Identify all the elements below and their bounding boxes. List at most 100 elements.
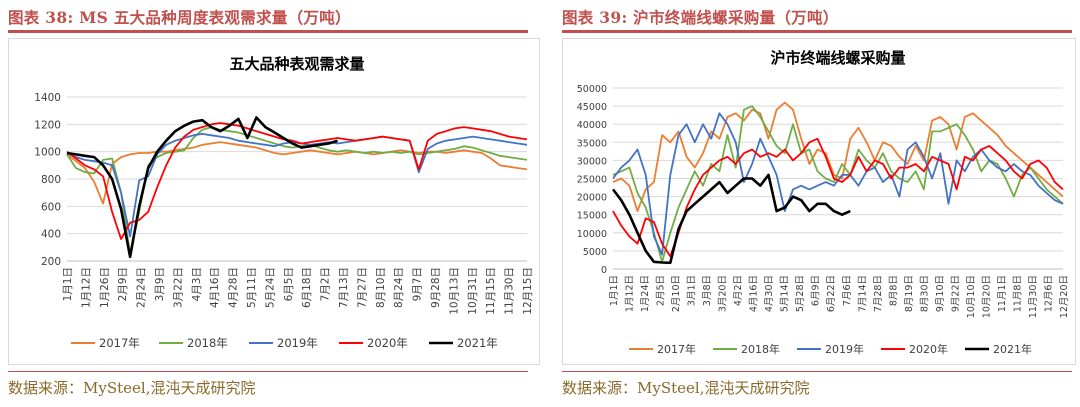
- x-tick-label: 2月5日: [656, 275, 667, 306]
- x-tick-label: 10月10日: [966, 275, 977, 318]
- right-chart-frame: 沪市终端线螺采购量 0 5000 10000 15000 20000 25000 30000 3…: [562, 38, 1076, 365]
- left-source-rule: [8, 371, 528, 372]
- x-tick-label: 11月30日: [1028, 275, 1039, 318]
- x-tick-label: 3月9日: [154, 267, 166, 301]
- legend-label-2018: 2018年: [741, 342, 780, 356]
- y-tick-label: 50000: [577, 84, 607, 95]
- x-tick-label: 4月16日: [749, 275, 760, 312]
- x-tick-label: 2月9日: [117, 267, 129, 301]
- y-tick-label: 1400: [34, 92, 61, 104]
- series-line-2017: [66, 141, 528, 205]
- y-tick-label: 1200: [34, 119, 61, 131]
- x-tick-label: 4月2日: [733, 275, 744, 306]
- y-tick-label: 5000: [583, 247, 607, 258]
- x-tick-label: 1月12日: [80, 267, 92, 308]
- x-tick-label: 1月1日: [62, 267, 74, 301]
- legend-label-2020: 2020年: [909, 342, 948, 356]
- y-tick-label: 10000: [577, 229, 607, 240]
- right-source-rule: [562, 371, 1072, 372]
- left-figure-title: 图表 38: MS 五大品种周度表观需求量（万吨）: [8, 8, 351, 27]
- legend-label-2018: 2018年: [187, 336, 228, 350]
- x-tick-label: 7月14日: [857, 275, 868, 312]
- x-tick-label: 7月28日: [873, 275, 884, 312]
- x-tick-label: 3月1日: [687, 275, 698, 306]
- x-tick-label: 7月2日: [320, 267, 332, 301]
- x-tick-label: 11月8日: [1012, 275, 1023, 312]
- y-tick-label: 20000: [577, 193, 607, 204]
- x-tick-label: 1月1日: [609, 275, 620, 306]
- chart-title: 五大品种表观需求量: [229, 55, 364, 73]
- x-tick-label: 8月8日: [888, 275, 899, 306]
- left-source-note: 数据来源：MySteel,混沌天成研究院: [8, 379, 256, 397]
- left-chart-frame: 五大品种表观需求量 200 400 600 800 1000 1200 1400 1月1日 1月1…: [8, 38, 540, 365]
- x-tick-label: 6月9日: [811, 275, 822, 306]
- x-tick-label: 4月3日: [191, 267, 203, 301]
- x-tick-label: 7月27日: [356, 267, 368, 308]
- x-tick-label: 11月30日: [504, 267, 516, 315]
- x-tick-label: 5月11日: [246, 267, 258, 308]
- legend-label-2021: 2021年: [457, 336, 498, 350]
- x-tick-label: 2月10日: [671, 275, 682, 312]
- right-source-note: 数据来源：MySteel,混沌天成研究院: [562, 379, 810, 397]
- x-tick-label: 10月13日: [448, 267, 460, 315]
- x-tick-label: 5月28日: [795, 275, 806, 312]
- x-tick-label: 9月7日: [412, 267, 424, 301]
- series-line-2021: [611, 173, 851, 265]
- x-tick-label: 11月1日: [997, 275, 1008, 312]
- x-tick-label: 9月22日: [950, 275, 961, 312]
- x-tick-label: 11月15日: [485, 267, 497, 315]
- x-tick-label: 5月14日: [780, 275, 791, 312]
- y-tick-label: 0: [601, 265, 607, 276]
- series-line-2020: [66, 122, 528, 240]
- right-chart: 沪市终端线螺采购量 0 5000 10000 15000 20000 25000 30000 3…: [577, 49, 1070, 356]
- y-tick-label: 1000: [34, 147, 61, 159]
- x-tick-label: 8月24日: [393, 267, 405, 308]
- x-tick-label: 2月24日: [136, 267, 148, 308]
- y-tick-label: 800: [41, 174, 61, 186]
- y-tick-label: 600: [41, 201, 61, 213]
- x-tick-label: 9月10日: [935, 275, 946, 312]
- x-tick-label: 4月28日: [228, 267, 240, 308]
- x-tick-label: 7月13日: [338, 267, 350, 308]
- x-tick-label: 4月16日: [209, 267, 221, 308]
- x-tick-label: 5月24日: [264, 267, 276, 308]
- x-tick-label: 1月26日: [99, 267, 111, 308]
- y-tick-label: 45000: [577, 102, 607, 113]
- series-line-2018: [612, 105, 1064, 263]
- y-tick-label: 40000: [577, 120, 607, 131]
- legend-label-2021: 2021年: [993, 342, 1032, 356]
- x-tick-label: 12月20日: [1059, 275, 1070, 318]
- left-chart: 五大品种表观需求量 200 400 600 800 1000 1200 1400 1月1日 1月1…: [34, 55, 534, 350]
- x-tick-label: 9月28日: [430, 267, 442, 308]
- x-tick-label: 8月30日: [919, 275, 930, 312]
- y-tick-label: 15000: [577, 211, 607, 222]
- legend-label-2019: 2019年: [825, 342, 864, 356]
- legend-label-2019: 2019年: [277, 336, 318, 350]
- y-tick-label: 200: [41, 256, 61, 268]
- x-tick-label: 3月22日: [172, 267, 184, 308]
- x-tick-label: 10月20日: [981, 275, 992, 318]
- y-tick-label: 400: [41, 229, 61, 241]
- x-tick-label: 12月6日: [1043, 275, 1054, 312]
- series-line-2020: [612, 137, 1064, 258]
- legend-label-2020: 2020年: [367, 336, 408, 350]
- series-line-2017: [612, 101, 1064, 212]
- x-tick-label: 4月30日: [764, 275, 775, 312]
- x-tick-label: 3月20日: [718, 275, 729, 312]
- x-tick-label: 8月10日: [375, 267, 387, 308]
- x-tick-label: 1月12日: [625, 275, 636, 312]
- x-tick-label: 10月31日: [467, 267, 479, 315]
- x-tick-label: 8月19日: [904, 275, 915, 312]
- series-line-2021: [66, 116, 338, 259]
- left-title-rule: [8, 30, 528, 33]
- legend-label-2017: 2017年: [99, 336, 140, 350]
- y-tick-label: 35000: [577, 138, 607, 149]
- right-title-rule: [562, 30, 1072, 33]
- x-tick-label: 3月8日: [702, 275, 713, 306]
- x-tick-label: 7月6日: [842, 275, 853, 306]
- x-tick-label: 6月18日: [301, 267, 313, 308]
- y-tick-label: 25000: [577, 175, 607, 186]
- y-tick-label: 30000: [577, 156, 607, 167]
- legend-label-2017: 2017年: [657, 342, 696, 356]
- x-tick-label: 6月5日: [283, 267, 295, 301]
